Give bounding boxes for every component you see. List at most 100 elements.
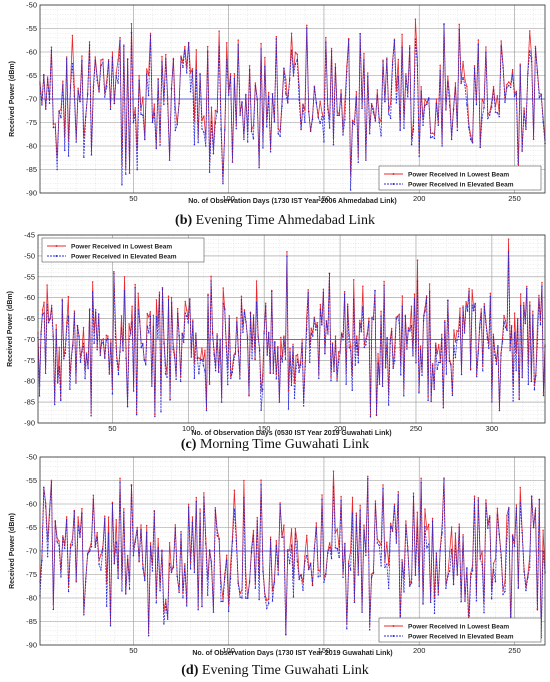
point-elevated-beam	[136, 168, 138, 171]
point-lowest-beam	[457, 331, 460, 333]
point-elevated-beam	[336, 114, 339, 117]
point-elevated-beam	[279, 135, 281, 137]
point-elevated-beam	[140, 113, 142, 116]
point-lowest-beam	[458, 23, 460, 26]
point-elevated-beam	[422, 124, 424, 127]
point-lowest-beam	[453, 329, 455, 331]
point-lowest-beam	[359, 504, 361, 507]
legend-label: Power Received in Lowest Beam	[71, 243, 172, 250]
point-elevated-beam	[43, 312, 45, 314]
y-tick-label: -90	[26, 641, 37, 650]
point-elevated-beam	[429, 601, 432, 603]
point-lowest-beam	[277, 127, 279, 130]
point-elevated-beam	[452, 583, 455, 586]
point-lowest-beam	[428, 523, 430, 526]
point-lowest-beam	[370, 573, 373, 575]
x-tick-label: 50	[129, 194, 137, 203]
point-lowest-beam	[258, 164, 260, 166]
point-elevated-beam	[222, 182, 224, 185]
point-lowest-beam	[382, 59, 384, 61]
point-elevated-beam	[542, 394, 545, 397]
point-lowest-beam	[424, 98, 426, 100]
point-lowest-beam	[222, 180, 224, 182]
point-elevated-beam	[460, 373, 463, 376]
point-lowest-beam	[507, 238, 510, 240]
point-lowest-beam	[463, 329, 466, 331]
point-lowest-beam	[433, 386, 435, 389]
y-tick-label: -75	[24, 356, 35, 365]
point-lowest-beam	[339, 350, 341, 352]
point-elevated-beam	[87, 367, 89, 370]
point-lowest-beam	[302, 400, 305, 402]
point-lowest-beam	[180, 55, 182, 57]
point-lowest-beam	[67, 295, 70, 298]
point-lowest-beam	[529, 30, 531, 32]
point-elevated-beam	[424, 525, 426, 528]
point-elevated-beam	[302, 589, 304, 591]
point-elevated-beam	[109, 624, 112, 627]
point-lowest-beam	[334, 63, 337, 65]
point-lowest-beam	[382, 484, 384, 486]
point-lowest-beam	[460, 81, 462, 83]
point-lowest-beam	[330, 375, 332, 378]
point-elevated-beam	[319, 575, 321, 577]
point-lowest-beam	[330, 47, 333, 50]
point-elevated-beam	[418, 392, 420, 394]
series-markers	[39, 18, 546, 191]
point-lowest-beam	[99, 352, 101, 354]
point-elevated-beam	[288, 562, 291, 565]
point-elevated-beam	[176, 575, 178, 578]
point-lowest-beam	[343, 290, 346, 293]
point-elevated-beam	[91, 291, 94, 293]
point-elevated-beam	[338, 114, 340, 117]
point-lowest-beam	[285, 78, 287, 81]
point-elevated-beam	[75, 382, 77, 384]
point-elevated-beam	[530, 380, 533, 383]
point-elevated-beam	[500, 354, 502, 357]
point-lowest-beam	[172, 57, 175, 60]
point-elevated-beam	[412, 354, 414, 357]
point-elevated-beam	[340, 499, 342, 502]
point-lowest-beam	[94, 56, 97, 58]
point-elevated-beam	[378, 544, 380, 547]
point-lowest-beam	[281, 100, 283, 103]
point-elevated-beam	[157, 78, 159, 81]
point-elevated-beam	[94, 311, 97, 314]
point-lowest-beam	[475, 373, 478, 376]
point-lowest-beam	[519, 293, 522, 295]
point-lowest-beam	[498, 113, 501, 115]
point-elevated-beam	[43, 486, 45, 489]
point-elevated-beam	[246, 597, 249, 599]
point-lowest-beam	[431, 363, 434, 365]
y-tick-label: -55	[24, 272, 35, 281]
caption-b: (b) Evening Time Ahmedabad Link	[0, 213, 550, 229]
point-elevated-beam	[321, 115, 323, 118]
point-lowest-beam	[397, 58, 400, 61]
point-lowest-beam	[277, 570, 279, 572]
point-lowest-beam	[134, 107, 137, 109]
point-lowest-beam	[174, 524, 177, 526]
point-elevated-beam	[210, 565, 213, 568]
point-lowest-beam	[464, 79, 466, 81]
point-elevated-beam	[309, 130, 312, 133]
point-lowest-beam	[504, 98, 506, 100]
point-elevated-beam	[521, 531, 523, 534]
point-lowest-beam	[450, 526, 453, 528]
point-lowest-beam	[319, 100, 321, 103]
point-elevated-beam	[239, 596, 241, 598]
point-lowest-beam	[94, 544, 97, 547]
point-lowest-beam	[345, 372, 347, 375]
point-elevated-beam	[525, 128, 527, 131]
point-elevated-beam	[64, 352, 67, 354]
point-elevated-beam	[212, 152, 215, 155]
point-lowest-beam	[442, 403, 445, 406]
point-lowest-beam	[389, 338, 391, 341]
point-elevated-beam	[254, 587, 257, 589]
point-lowest-beam	[66, 321, 68, 323]
point-lowest-beam	[480, 308, 482, 310]
point-elevated-beam	[229, 577, 232, 580]
point-elevated-beam	[189, 90, 192, 93]
point-elevated-beam	[342, 338, 344, 341]
caption-b-letter: (b)	[175, 213, 193, 228]
point-lowest-beam	[523, 107, 525, 109]
